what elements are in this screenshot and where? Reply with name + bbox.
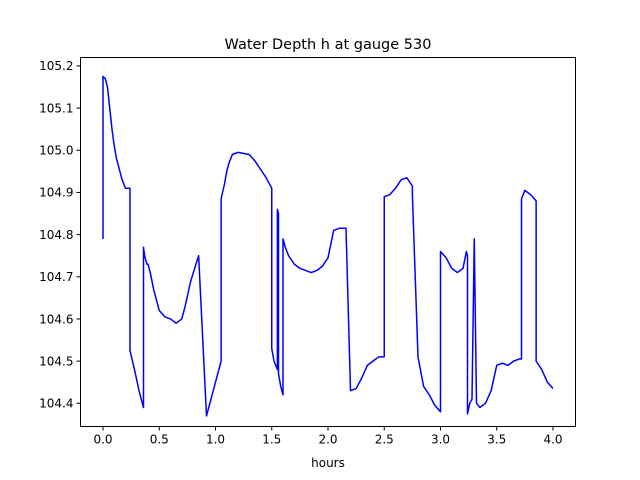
y-tick-label: 104.9 — [39, 186, 73, 200]
x-tick-label: 1.0 — [206, 433, 225, 447]
x-tick-label: 3.0 — [431, 433, 450, 447]
x-tick-label: 0.0 — [93, 433, 112, 447]
y-tick-label: 104.4 — [39, 397, 73, 411]
x-axis-label: hours — [311, 456, 345, 470]
y-tick-label: 105.1 — [39, 101, 73, 115]
x-tick-label: 2.5 — [375, 433, 394, 447]
x-tick-label: 3.5 — [487, 433, 506, 447]
y-tick-label: 105.2 — [39, 59, 73, 73]
x-tick-label: 1.5 — [262, 433, 281, 447]
y-tick-label: 104.7 — [39, 270, 73, 284]
x-tick-label: 0.5 — [150, 433, 169, 447]
y-axis: 104.4 104.5 104.6 104.7 104.8 104.9 105.0 105.1… — [39, 59, 81, 411]
y-tick-label: 104.8 — [39, 228, 73, 242]
series-line-1 — [102, 75, 554, 417]
x-tick-label: 4.0 — [543, 433, 562, 447]
chart-title: Water Depth h at gauge 530 — [225, 37, 432, 53]
plot-area — [102, 75, 554, 417]
axes-frame — [80, 57, 576, 427]
y-tick-label: 105.0 — [39, 144, 73, 158]
y-tick-label: 104.6 — [39, 312, 73, 326]
x-tick-label: 2.0 — [318, 433, 337, 447]
x-axis: 0.0 0.5 1.0 1.5 2.0 2.5 3.0 3.5 4.0 — [93, 426, 563, 447]
y-tick-label: 104.5 — [39, 354, 73, 368]
